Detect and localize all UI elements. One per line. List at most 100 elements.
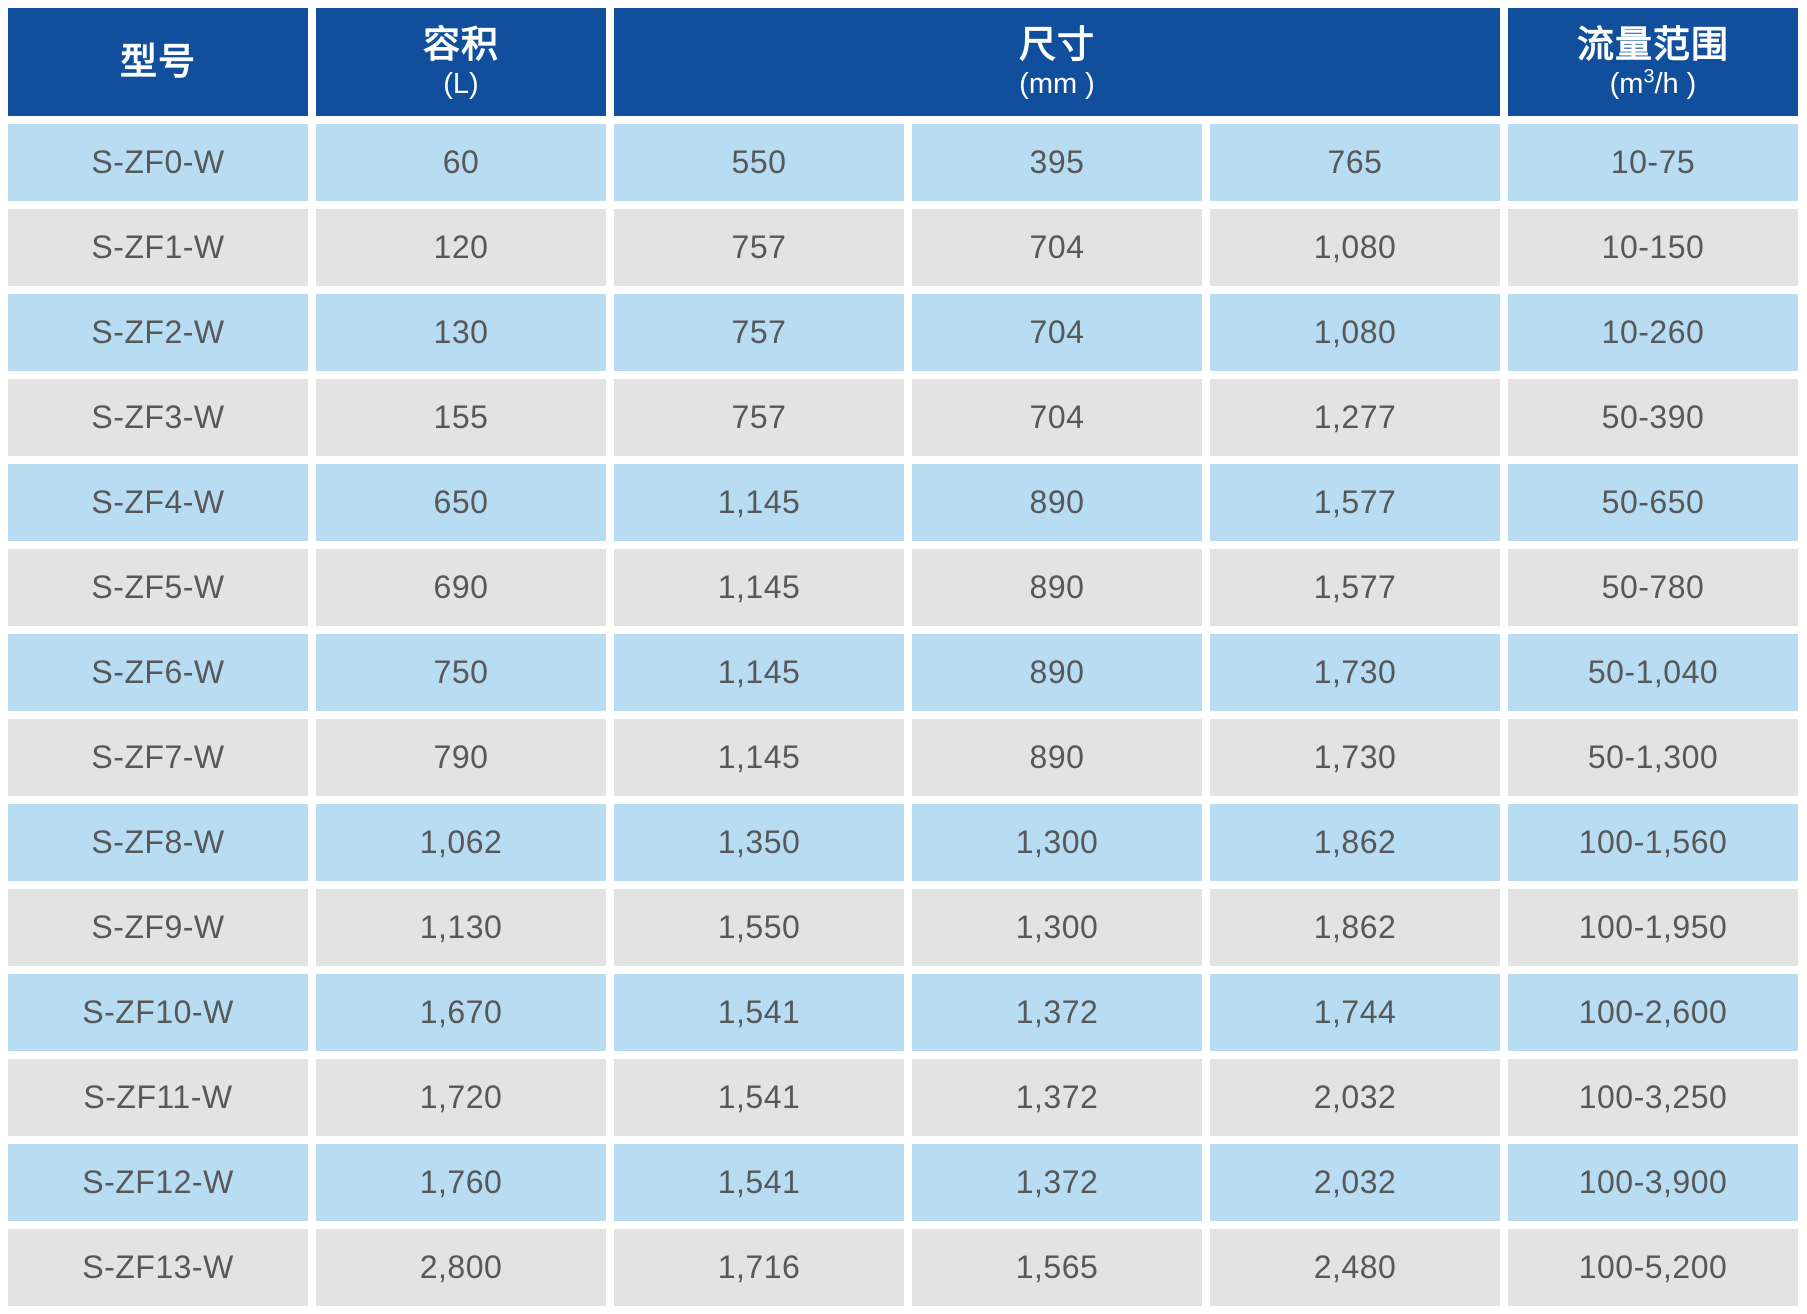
cell-flow: 100-3,250 (1508, 1059, 1798, 1136)
table-row: S-ZF11-W 1,720 1,541 1,372 2,032 100-3,250 (8, 1059, 1798, 1136)
cell-dim-3: 1,577 (1210, 464, 1500, 541)
cell-dim-2: 890 (912, 464, 1202, 541)
cell-dim-2: 890 (912, 549, 1202, 626)
header-cell-flow: 流量范围 (m3/h ) (1508, 8, 1798, 116)
cell-dim-3: 765 (1210, 124, 1500, 201)
cell-model: S-ZF1-W (8, 209, 308, 286)
header-volume-wrap: 容积 (L) (316, 8, 606, 116)
cell-dim-2: 1,300 (912, 889, 1202, 966)
cell-flow: 50-1,040 (1508, 634, 1798, 711)
table-row: S-ZF12-W 1,760 1,541 1,372 2,032 100-3,900 (8, 1144, 1798, 1221)
cell-dim-3: 1,862 (1210, 804, 1500, 881)
cell-dim-1: 1,145 (614, 464, 904, 541)
table-row: S-ZF9-W 1,130 1,550 1,300 1,862 100-1,950 (8, 889, 1798, 966)
cell-model: S-ZF9-W (8, 889, 308, 966)
cell-dim-1: 1,145 (614, 549, 904, 626)
cell-flow: 100-1,560 (1508, 804, 1798, 881)
cell-dim-2: 890 (912, 719, 1202, 796)
cell-model: S-ZF13-W (8, 1229, 308, 1306)
cell-volume: 1,760 (316, 1144, 606, 1221)
cell-flow: 50-1,300 (1508, 719, 1798, 796)
cell-dim-2: 1,565 (912, 1229, 1202, 1306)
cell-dim-3: 1,862 (1210, 889, 1500, 966)
table-row: S-ZF5-W 690 1,145 890 1,577 50-780 (8, 549, 1798, 626)
cell-dim-3: 1,080 (1210, 294, 1500, 371)
table-row: S-ZF13-W 2,800 1,716 1,565 2,480 100-5,200 (8, 1229, 1798, 1306)
table-body: S-ZF0-W 60 550 395 765 10-75 S-ZF1-W 120 757 704 1… (8, 124, 1798, 1306)
cell-dim-1: 1,145 (614, 719, 904, 796)
header-size-title: 尺寸 (1019, 23, 1095, 65)
cell-dim-3: 2,032 (1210, 1059, 1500, 1136)
cell-dim-2: 704 (912, 294, 1202, 371)
table-row: S-ZF6-W 750 1,145 890 1,730 50-1,040 (8, 634, 1798, 711)
cell-volume: 130 (316, 294, 606, 371)
table-row: S-ZF8-W 1,062 1,350 1,300 1,862 100-1,560 (8, 804, 1798, 881)
cell-volume: 650 (316, 464, 606, 541)
cell-dim-1: 550 (614, 124, 904, 201)
cell-volume: 690 (316, 549, 606, 626)
cell-dim-3: 2,480 (1210, 1229, 1500, 1306)
cell-flow: 100-5,200 (1508, 1229, 1798, 1306)
cell-model: S-ZF10-W (8, 974, 308, 1051)
cell-volume: 155 (316, 379, 606, 456)
cell-dim-1: 1,716 (614, 1229, 904, 1306)
cell-dim-2: 1,372 (912, 974, 1202, 1051)
cell-flow: 100-3,900 (1508, 1144, 1798, 1221)
cell-dim-1: 757 (614, 379, 904, 456)
header-row: 型号 容积 (L) 尺寸 (mm ) 流 (8, 8, 1798, 116)
cell-dim-1: 1,541 (614, 1059, 904, 1136)
cell-dim-2: 704 (912, 209, 1202, 286)
cell-flow: 10-75 (1508, 124, 1798, 201)
cell-dim-1: 1,350 (614, 804, 904, 881)
cell-volume: 1,720 (316, 1059, 606, 1136)
flow-unit-superscript: 3 (1643, 65, 1655, 88)
table-row: S-ZF7-W 790 1,145 890 1,730 50-1,300 (8, 719, 1798, 796)
cell-flow: 100-2,600 (1508, 974, 1798, 1051)
cell-model: S-ZF7-W (8, 719, 308, 796)
header-volume-title: 容积 (423, 23, 499, 65)
cell-model: S-ZF3-W (8, 379, 308, 456)
cell-model: S-ZF5-W (8, 549, 308, 626)
cell-flow: 10-260 (1508, 294, 1798, 371)
cell-volume: 1,062 (316, 804, 606, 881)
cell-dim-3: 1,730 (1210, 634, 1500, 711)
table-row: S-ZF2-W 130 757 704 1,080 10-260 (8, 294, 1798, 371)
cell-volume: 60 (316, 124, 606, 201)
table-row: S-ZF1-W 120 757 704 1,080 10-150 (8, 209, 1798, 286)
flow-unit-prefix: (m (1609, 67, 1644, 100)
cell-flow: 50-650 (1508, 464, 1798, 541)
cell-flow: 10-150 (1508, 209, 1798, 286)
header-flow-unit: (m3/h ) (1609, 65, 1697, 100)
cell-model: S-ZF0-W (8, 124, 308, 201)
table-row: S-ZF10-W 1,670 1,541 1,372 1,744 100-2,600 (8, 974, 1798, 1051)
cell-dim-1: 1,541 (614, 1144, 904, 1221)
cell-volume: 750 (316, 634, 606, 711)
header-cell-model: 型号 (8, 8, 308, 116)
cell-dim-3: 1,730 (1210, 719, 1500, 796)
cell-model: S-ZF6-W (8, 634, 308, 711)
cell-model: S-ZF2-W (8, 294, 308, 371)
cell-dim-3: 1,577 (1210, 549, 1500, 626)
table-row: S-ZF3-W 155 757 704 1,277 50-390 (8, 379, 1798, 456)
header-model-title: 型号 (120, 41, 196, 83)
cell-dim-3: 2,032 (1210, 1144, 1500, 1221)
cell-dim-1: 1,145 (614, 634, 904, 711)
cell-dim-2: 890 (912, 634, 1202, 711)
header-flow-wrap: 流量范围 (m3/h ) (1508, 8, 1798, 116)
cell-dim-2: 395 (912, 124, 1202, 201)
cell-dim-2: 1,372 (912, 1144, 1202, 1221)
cell-dim-1: 757 (614, 209, 904, 286)
table-row: S-ZF0-W 60 550 395 765 10-75 (8, 124, 1798, 201)
cell-volume: 1,670 (316, 974, 606, 1051)
cell-model: S-ZF8-W (8, 804, 308, 881)
cell-model: S-ZF4-W (8, 464, 308, 541)
table-row: S-ZF4-W 650 1,145 890 1,577 50-650 (8, 464, 1798, 541)
header-size-unit: (mm ) (1019, 67, 1095, 100)
cell-volume: 120 (316, 209, 606, 286)
cell-model: S-ZF12-W (8, 1144, 308, 1221)
header-model-wrap: 型号 (8, 8, 308, 116)
header-flow-title: 流量范围 (1577, 23, 1729, 65)
cell-dim-1: 1,550 (614, 889, 904, 966)
